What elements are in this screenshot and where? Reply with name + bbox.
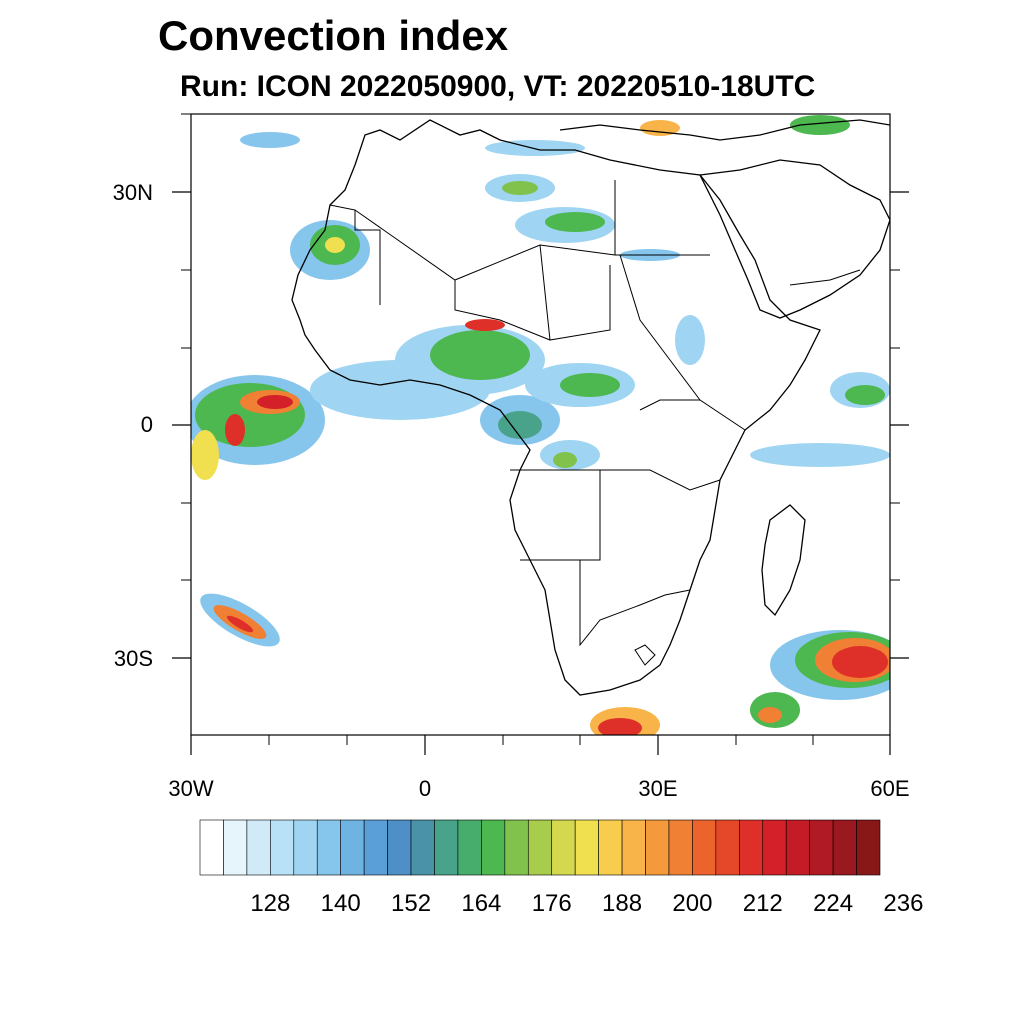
border — [579, 560, 691, 647]
colorbar-label: 164 — [461, 890, 502, 917]
convection-cell — [225, 414, 245, 446]
colorbar-box — [246, 819, 271, 876]
lat-label-30s: 30S — [113, 646, 153, 671]
coastlines — [291, 119, 890, 696]
convection-cell — [430, 330, 530, 380]
colorbar-box — [316, 819, 341, 876]
border — [454, 280, 551, 341]
colorbar-box — [293, 819, 318, 876]
border — [639, 399, 746, 431]
colorbar-box — [809, 819, 834, 876]
convection-cell — [845, 385, 885, 405]
colorbar-label: 128 — [250, 890, 291, 917]
colorbar-box — [668, 819, 693, 876]
colorbar-box — [363, 819, 388, 876]
convection-cell — [257, 395, 293, 409]
country-borders — [329, 180, 861, 666]
colorbar-box — [762, 819, 787, 876]
chart-subtitle: Run: ICON 2022050900, VT: 20220510-18UTC — [180, 70, 816, 103]
colorbar-box — [598, 819, 623, 876]
convection-cell — [465, 319, 505, 331]
convection-cell — [832, 646, 888, 678]
axis-ticks — [172, 191, 909, 755]
arabia-coastline — [699, 159, 890, 319]
convection-cell — [758, 707, 782, 723]
africa-coastline — [291, 119, 821, 696]
colorbar-box — [715, 819, 740, 876]
colorbar-box — [199, 819, 224, 876]
convection-cell — [191, 430, 219, 480]
border — [600, 469, 721, 491]
colorbar-box — [504, 819, 529, 876]
colorbar-box — [457, 819, 482, 876]
border — [354, 209, 616, 281]
colorbar-box — [481, 819, 506, 876]
convection-cell — [553, 452, 577, 468]
colorbar-label: 152 — [391, 890, 432, 917]
border — [510, 469, 601, 561]
convection-cell — [640, 120, 680, 136]
border — [789, 269, 861, 286]
axis-minor-ticks — [181, 113, 900, 745]
colorbar-box — [223, 819, 248, 876]
colorbar — [199, 819, 881, 876]
colorbar-box — [340, 819, 365, 876]
lon-label-60e: 60E — [870, 776, 910, 801]
lon-label-30e: 30E — [638, 776, 678, 801]
colorbar-box — [270, 819, 295, 876]
lon-label-30w: 30W — [168, 776, 214, 801]
colorbar-box — [832, 819, 857, 876]
colorbar-box — [387, 819, 412, 876]
border — [329, 204, 381, 305]
convection-cell — [598, 718, 642, 735]
colorbar-box — [621, 819, 646, 876]
madagascar-coastline — [761, 504, 806, 617]
convection-cell — [790, 115, 850, 135]
colorbar-label: 224 — [813, 890, 854, 917]
border — [619, 254, 701, 401]
colorbar-label: 200 — [672, 890, 713, 917]
convection-cell — [675, 315, 705, 365]
colorbar-box — [645, 819, 670, 876]
colorbar-box — [856, 819, 881, 876]
border — [539, 244, 611, 341]
colorbar-label: 140 — [320, 890, 361, 917]
chart-title: Convection index — [158, 12, 509, 59]
mediterranean-coast — [559, 119, 890, 141]
colorbar-label: 212 — [742, 890, 783, 917]
convection-cell — [485, 140, 585, 156]
colorbar-box — [574, 819, 599, 876]
colorbar-box — [551, 819, 576, 876]
colorbar-box — [739, 819, 764, 876]
colorbar-label: 176 — [531, 890, 572, 917]
colorbar-box — [410, 819, 435, 876]
convection-cell — [560, 373, 620, 397]
colorbar-box — [527, 819, 553, 876]
lat-label-30n: 30N — [112, 180, 153, 205]
convection-cell — [502, 181, 538, 195]
colorbar-box — [434, 819, 459, 876]
border — [634, 644, 656, 666]
lat-label-0: 0 — [140, 412, 153, 437]
border — [614, 180, 710, 256]
convection-cell — [545, 212, 605, 232]
colorbar-label: 236 — [883, 890, 924, 917]
colorbar-box — [692, 819, 717, 876]
colorbar-label: 188 — [602, 890, 643, 917]
convection-cell — [226, 615, 254, 633]
convection-field — [191, 115, 890, 735]
convection-cell — [325, 237, 345, 253]
convection-cell — [750, 443, 890, 467]
colorbar-box — [785, 819, 810, 876]
lon-label-0: 0 — [418, 776, 432, 801]
convection-cell — [240, 132, 300, 148]
convection-cell — [498, 411, 542, 439]
